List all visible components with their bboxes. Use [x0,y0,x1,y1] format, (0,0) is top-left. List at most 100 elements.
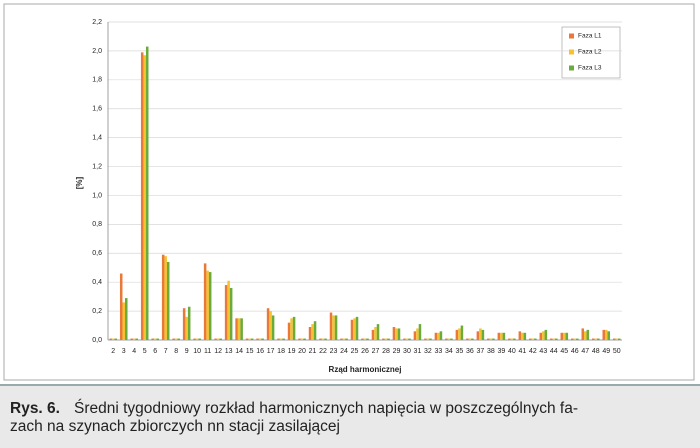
bar [334,315,338,340]
x-tick-label: 45 [560,348,568,355]
bar [450,338,453,340]
bar [534,338,537,340]
x-tick-label: 24 [340,348,348,355]
bar [447,338,451,340]
bar [350,319,354,340]
x-tick-label: 44 [550,348,558,355]
y-tick-label: 1,8 [92,77,102,84]
bar [481,329,485,340]
bar [392,326,396,340]
bar [130,338,133,340]
bar [594,338,598,340]
bar [405,338,409,340]
x-tick-label: 29 [393,348,401,355]
bar [591,338,595,340]
bar [492,338,495,340]
bar [612,338,616,340]
legend-label: Faza L1 [578,33,602,40]
y-tick-label: 0,6 [92,250,102,257]
bar [479,328,482,340]
bar [523,332,527,340]
bar [271,315,275,340]
bar [298,338,301,340]
caption-label: Rys. 6. [10,400,60,417]
bar [290,318,293,340]
bar [355,316,359,340]
x-tick-label: 8 [174,348,178,355]
x-tick-label: 38 [487,348,495,355]
bar [416,328,419,340]
bar [182,308,186,340]
bar [237,318,241,340]
bar [513,338,516,340]
x-tick-label: 41 [518,348,526,355]
bar [487,338,490,340]
legend-swatch [569,49,574,55]
bar [177,338,180,340]
bar [434,332,438,340]
x-tick-label: 5 [143,348,147,355]
bar [560,332,564,340]
bar [122,302,125,340]
legend-label: Faza L3 [578,65,602,72]
bar [287,322,291,340]
x-tick-label: 40 [508,348,516,355]
bar [476,331,480,340]
x-tick-label: 3 [122,348,126,355]
bar [193,338,196,340]
bar [332,315,335,340]
caption-line: zach na szynach zbiorczych nn stacji zas… [10,418,340,435]
caption: Rys. 6. Średni tygodniowy rozkład harmon… [0,384,700,448]
bar [521,332,524,340]
bar [324,338,327,340]
bar [206,270,209,340]
bar [371,329,375,340]
bar [395,328,398,340]
bar [187,306,191,340]
bar [109,338,112,340]
bar [164,256,167,340]
x-tick-label: 49 [602,348,610,355]
x-tick-label: 47 [581,348,589,355]
bar [308,326,312,340]
bar [256,338,259,340]
bar [151,338,154,340]
x-tick-label: 39 [497,348,505,355]
bar [539,332,543,340]
x-tick-label: 27 [372,348,380,355]
bar [374,326,377,340]
bar [571,338,574,340]
bar [185,316,188,340]
bar [166,261,170,340]
bar [531,338,535,340]
bar [455,329,459,340]
bar [439,331,443,340]
bar [413,331,417,340]
bar [376,324,380,340]
bar [497,332,501,340]
bar [555,338,558,340]
x-tick-label: 9 [185,348,189,355]
bar [607,331,611,340]
bar [161,254,165,340]
y-tick-label: 0,4 [92,279,102,286]
bar [502,332,506,340]
y-tick-label: 0,2 [92,308,102,315]
y-tick-label: 2,0 [92,48,102,55]
x-tick-label: 2 [111,348,115,355]
bar [468,338,472,340]
bar [403,338,406,340]
bar [235,318,238,340]
legend-label: Faza L2 [578,49,602,56]
bar [266,308,270,340]
bar [584,331,587,340]
x-tick-label: 14 [235,348,243,355]
y-tick-label: 2,2 [92,19,102,26]
bar [366,338,369,340]
bar [605,329,608,340]
bar [143,55,146,340]
x-tick-label: 50 [613,348,621,355]
bar [387,338,390,340]
x-tick-label: 18 [277,348,285,355]
bar [353,318,356,340]
